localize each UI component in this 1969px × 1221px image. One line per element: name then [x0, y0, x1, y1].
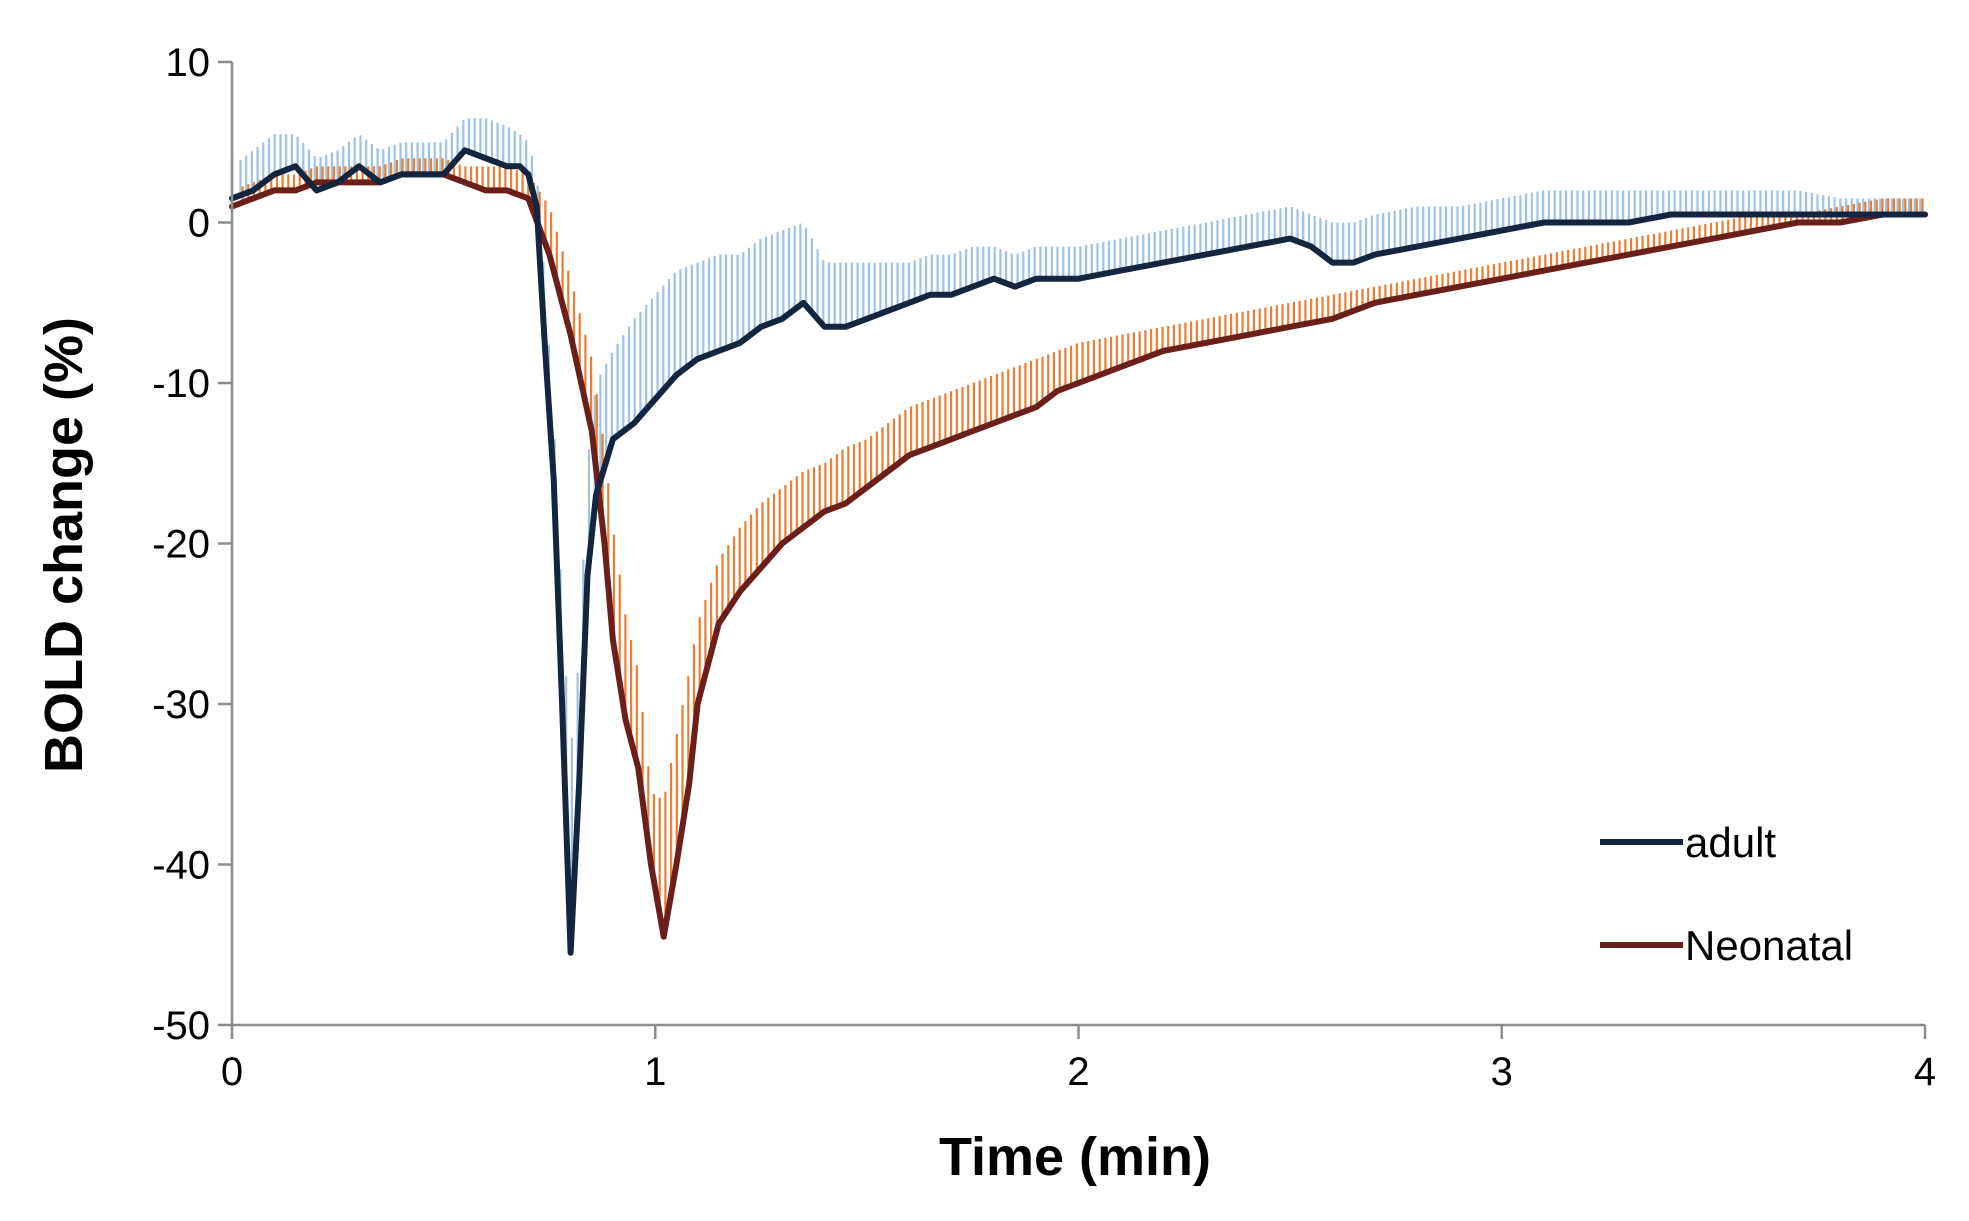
x-ticks: 0 1 2 3 4 [221, 1025, 1936, 1094]
x-tick-label: 3 [1491, 1050, 1513, 1094]
y-tick-label: 10 [166, 41, 211, 85]
y-ticks: 10 0 -10 -20 -30 -40 -50 [152, 41, 232, 1048]
y-tick-label: 0 [188, 202, 210, 246]
x-tick-label: 0 [221, 1050, 243, 1094]
error-bars-neonatal [241, 158, 1924, 928]
y-tick-label: -40 [152, 844, 210, 888]
legend-label-adult: adult [1685, 819, 1776, 866]
series-line-neonatal [229, 171, 1928, 940]
x-tick-label: 2 [1067, 1050, 1089, 1094]
y-axis-title: BOLD change (%) [34, 317, 94, 773]
legend: adult Neonatal [1600, 819, 1853, 969]
legend-label-neonatal: Neonatal [1685, 922, 1853, 969]
x-tick-label: 1 [644, 1050, 666, 1094]
x-tick-label: 4 [1914, 1050, 1936, 1094]
y-tick-label: -30 [152, 683, 210, 727]
y-tick-label: -20 [152, 523, 210, 567]
y-tick-label: -10 [152, 362, 210, 406]
series-line-adult [229, 147, 1928, 956]
x-axis-title: Time (min) [939, 1127, 1211, 1187]
series-layer [229, 147, 1928, 956]
error-bars-adult [239, 118, 1922, 928]
y-tick-label: -50 [152, 1004, 210, 1048]
error-bars-layer [239, 118, 1924, 928]
